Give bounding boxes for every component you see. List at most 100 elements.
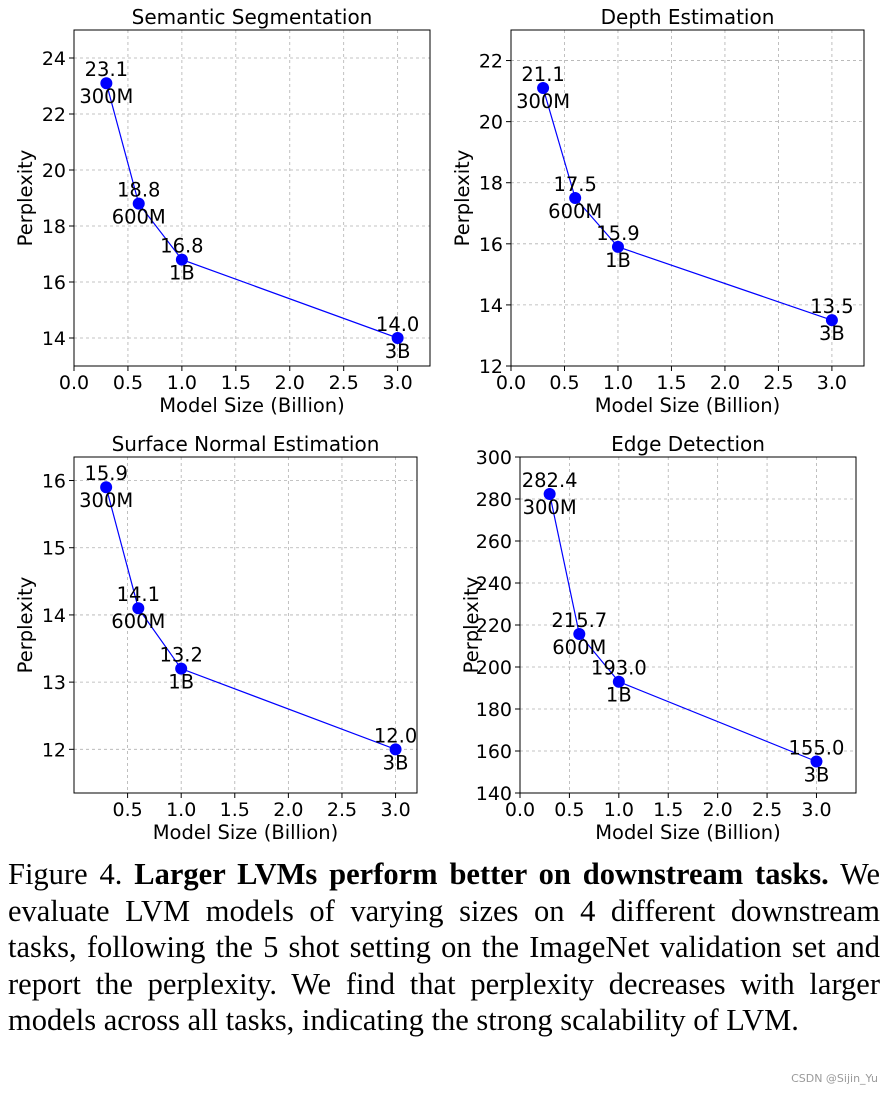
data-value-label: 13.2 (159, 644, 202, 667)
model-size-label: 3B (804, 764, 830, 787)
x-tick-label: 0.0 (496, 372, 526, 394)
x-tick-label: 1.5 (220, 799, 250, 821)
data-value-label: 14.1 (117, 583, 160, 606)
chart-title: Surface Normal Estimation (112, 432, 380, 456)
plot-frame (73, 456, 418, 794)
y-tick-label: 14 (42, 328, 66, 350)
y-tick-label: 14 (479, 295, 503, 317)
data-point (175, 662, 188, 675)
model-size-label: 1B (169, 262, 195, 285)
model-size-label: 1B (168, 671, 194, 694)
model-size-label: 3B (385, 340, 411, 363)
data-point (612, 675, 625, 688)
x-tick-label: 2.0 (703, 799, 733, 821)
data-point (175, 253, 188, 266)
data-point (132, 602, 145, 615)
data-value-label: 15.9 (84, 462, 127, 485)
chart-title: Edge Detection (611, 432, 765, 456)
x-tick-label: 2.0 (273, 799, 303, 821)
y-tick-label: 22 (42, 104, 66, 126)
data-value-label: 21.1 (521, 63, 564, 86)
x-tick-label: 2.5 (752, 799, 782, 821)
model-size-label: 600M (111, 610, 165, 633)
x-tick-label: 0.5 (113, 372, 143, 394)
y-tick-label: 14 (42, 605, 66, 627)
figure-caption: Figure 4. Larger LVMs perform better on … (8, 856, 880, 1039)
x-tick-label: 0.5 (549, 372, 579, 394)
x-tick-label: 3.0 (383, 372, 413, 394)
model-size-label: 300M (79, 489, 133, 512)
x-tick-label: 1.0 (603, 372, 633, 394)
data-value-label: 282.4 (522, 469, 578, 492)
data-value-label: 17.5 (553, 173, 596, 196)
x-tick-label: 2.5 (763, 372, 793, 394)
y-tick-label: 240 (476, 573, 512, 595)
y-tick-label: 16 (479, 234, 503, 256)
data-point (543, 487, 556, 500)
y-tick-label: 22 (479, 51, 503, 73)
data-point (825, 314, 838, 327)
data-point (100, 481, 113, 494)
model-size-label: 300M (516, 90, 570, 113)
x-axis-label: Model Size (Billion) (595, 394, 781, 417)
y-tick-label: 18 (479, 173, 503, 195)
y-tick-label: 24 (42, 48, 66, 70)
chart-3: 0.5 1.0 1.5 2.0 2.5 3.0 12 13 14 15 16 Surface Norm… (14, 432, 418, 844)
y-tick-label: 200 (476, 657, 512, 679)
x-tick-label: 0.5 (112, 799, 142, 821)
y-tick-label: 18 (42, 216, 66, 238)
model-size-label: 600M (548, 200, 602, 223)
y-tick-label: 20 (42, 160, 66, 182)
x-tick-label: 1.0 (166, 799, 196, 821)
series-line (105, 83, 398, 339)
y-tick-label: 15 (42, 538, 66, 560)
x-axis-label: Model Size (Billion) (159, 394, 345, 417)
x-tick-label: 1.5 (656, 372, 686, 394)
x-tick-label: 0.0 (59, 372, 89, 394)
caption-bold: Larger LVMs perform better on downstream… (134, 857, 829, 891)
model-size-label: 3B (819, 322, 845, 345)
watermark: CSDN @Sijin_Yu (791, 1072, 878, 1085)
data-point (569, 192, 582, 204)
x-tick-label: 2.5 (327, 799, 357, 821)
data-point (391, 332, 404, 344)
chart-title: Semantic Segmentation (132, 5, 373, 29)
x-tick-label: 3.0 (817, 372, 847, 394)
model-size-label: 300M (523, 496, 577, 519)
x-tick-label: 2.0 (275, 372, 305, 394)
y-axis-label: Perplexity (451, 150, 474, 247)
x-tick-label: 0.5 (554, 799, 584, 821)
y-tick-label: 20 (479, 112, 503, 134)
data-value-label: 155.0 (789, 737, 845, 760)
x-tick-label: 3.0 (380, 799, 410, 821)
plot-frame (519, 456, 857, 794)
caption-body: We evaluate LVM models of varying sizes … (8, 857, 880, 1037)
x-tick-label: 1.0 (604, 799, 634, 821)
y-tick-label: 300 (476, 447, 512, 469)
series-line (549, 493, 817, 763)
x-tick-label: 1.5 (221, 372, 251, 394)
x-axis-label: Model Size (Billion) (595, 821, 781, 844)
data-point (810, 755, 823, 768)
data-point (573, 628, 586, 641)
data-value-label: 13.5 (810, 295, 853, 318)
y-tick-label: 12 (479, 356, 503, 378)
data-value-label: 23.1 (85, 58, 128, 81)
data-value-label: 15.9 (596, 222, 639, 245)
data-value-label: 215.7 (551, 609, 607, 632)
data-point (132, 197, 145, 210)
data-value-label: 193.0 (591, 657, 647, 680)
data-value-label: 14.0 (376, 313, 419, 336)
y-tick-label: 16 (42, 272, 66, 294)
x-tick-label: 1.5 (653, 799, 683, 821)
model-size-label: 300M (79, 85, 133, 108)
y-tick-label: 260 (476, 531, 512, 553)
plot-frame (510, 29, 865, 367)
data-value-label: 18.8 (117, 179, 160, 202)
model-size-label: 600M (112, 206, 166, 229)
model-size-label: 1B (606, 684, 632, 707)
y-tick-label: 220 (476, 615, 512, 637)
x-tick-label: 2.5 (329, 372, 359, 394)
y-tick-label: 180 (476, 699, 512, 721)
y-tick-label: 160 (476, 741, 512, 763)
